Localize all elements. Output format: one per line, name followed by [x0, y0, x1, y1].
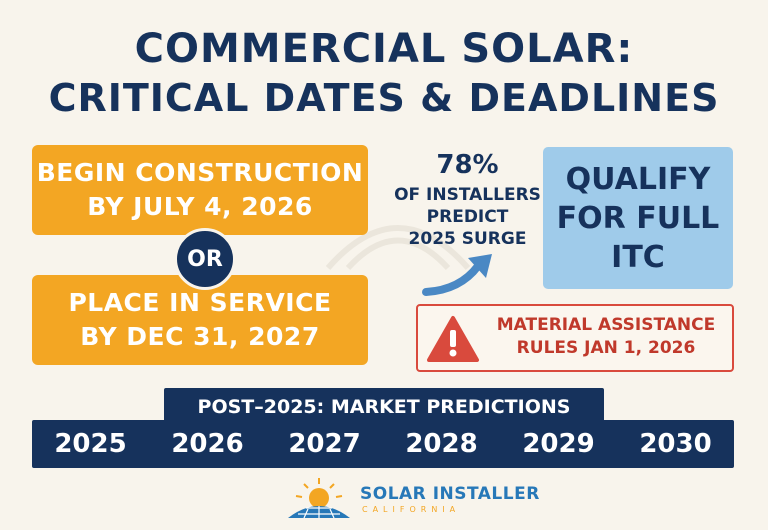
place-in-service-line-2: BY DEC 31, 2027: [80, 322, 320, 351]
installer-stat-line-2: PREDICT: [426, 207, 509, 228]
timeline-title: POST–2025: MARKET PREDICTIONS: [164, 388, 604, 426]
or-badge: OR: [174, 228, 236, 290]
begin-construction-box: BEGIN CONSTRUCTION BY JULY 4, 2026: [32, 145, 368, 235]
qualify-line-3: ITC: [611, 239, 665, 275]
trend-arrow-icon: [422, 254, 492, 296]
timeline-years-bar: 2025 2026 2027 2028 2029 2030: [32, 420, 734, 468]
begin-construction-line-1: BEGIN CONSTRUCTION: [36, 158, 364, 188]
qualify-line-1: QUALIFY: [565, 161, 711, 197]
timeline-year: 2029: [522, 429, 595, 459]
installer-stat-text: OF INSTALLERS PREDICT 2025 SURGE: [390, 184, 545, 250]
timeline-year: 2028: [405, 429, 478, 459]
installer-stat-line-3: 2025 SURGE: [408, 229, 527, 250]
installer-stat-percent: 78%: [436, 150, 499, 180]
timeline-year: 2025: [54, 429, 127, 459]
place-in-service-box: PLACE IN SERVICE BY DEC 31, 2027: [32, 275, 368, 365]
watermark-sun-icon: [325, 225, 471, 271]
warning-triangle-icon: [427, 316, 479, 362]
logo-subtitle: CALIFORNIA: [362, 505, 461, 514]
installer-stat-line-1: OF INSTALLERS: [394, 185, 541, 205]
timeline-year: 2026: [171, 429, 244, 459]
qualify-line-2: FOR FULL: [556, 200, 720, 236]
timeline-year: 2027: [288, 429, 361, 459]
sun-over-panels-icon: [288, 478, 350, 519]
alert-line-2: RULES JAN 1, 2026: [516, 337, 696, 358]
qualify-itc-box: QUALIFY FOR FULL ITC: [543, 147, 733, 289]
material-assistance-alert: MATERIAL ASSISTANCE RULES JAN 1, 2026: [416, 304, 734, 372]
timeline-year: 2030: [639, 429, 712, 459]
place-in-service-line-1: PLACE IN SERVICE: [68, 288, 332, 318]
logo-name: SOLAR INSTALLER: [360, 484, 540, 504]
page-title-line-1: COMMERCIAL SOLAR:: [134, 26, 634, 72]
alert-text: MATERIAL ASSISTANCE RULES JAN 1, 2026: [484, 314, 728, 360]
alert-line-1: MATERIAL ASSISTANCE: [496, 315, 716, 335]
page-title-line-2: CRITICAL DATES & DEADLINES: [48, 76, 720, 120]
begin-construction-line-2: BY JULY 4, 2026: [87, 192, 313, 221]
